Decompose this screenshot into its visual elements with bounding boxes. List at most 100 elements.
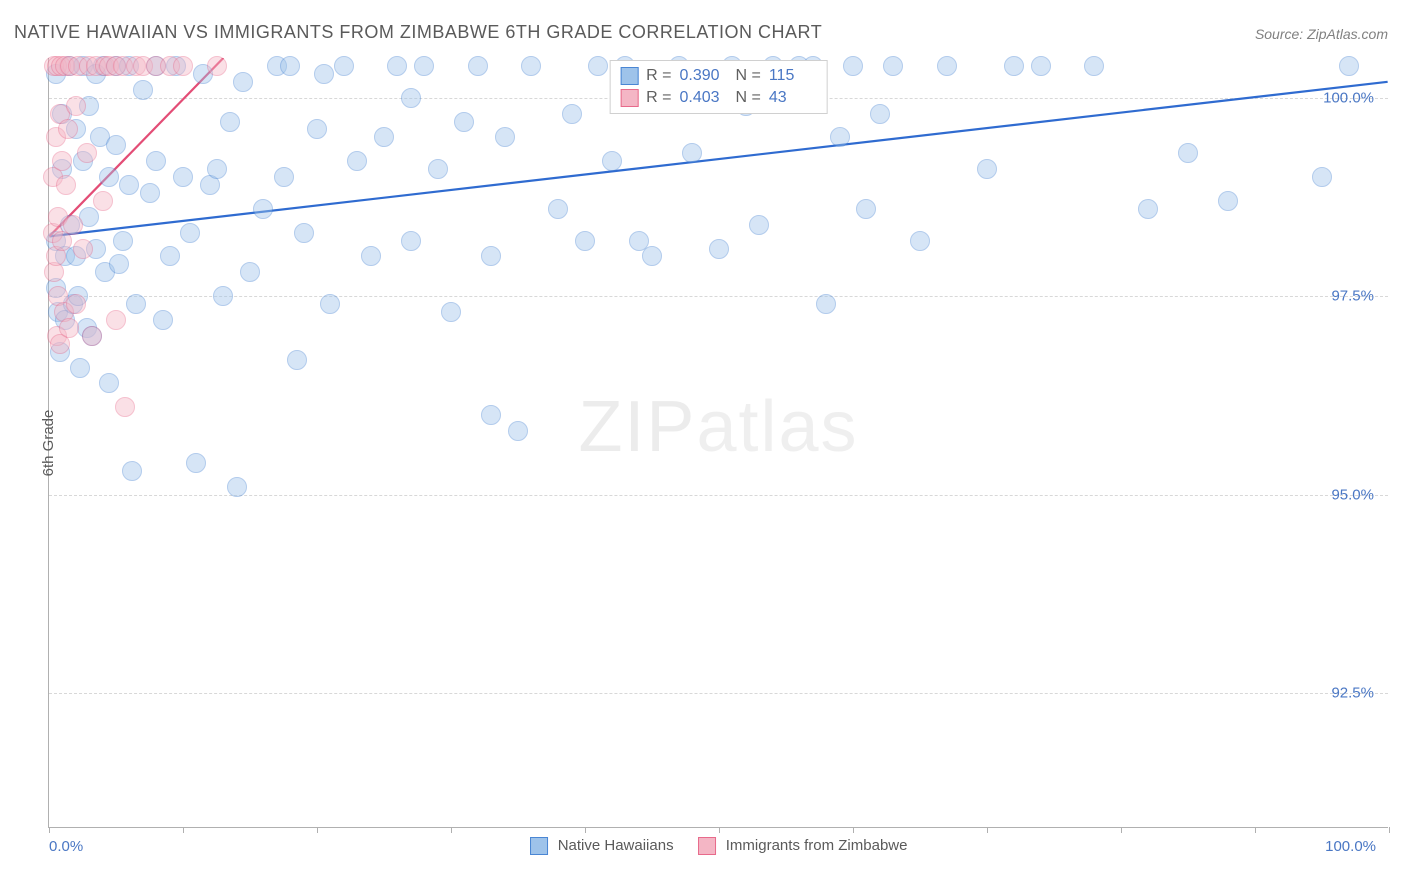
data-marker (521, 56, 541, 76)
xaxis-min-label: 0.0% (49, 838, 83, 855)
data-marker (749, 215, 769, 235)
data-marker (274, 167, 294, 187)
xaxis-max-label: 100.0% (1325, 838, 1376, 855)
data-marker (280, 56, 300, 76)
data-marker (52, 151, 72, 171)
stats-row-series1: R = 0.390 N = 115 (620, 65, 817, 87)
legend-swatch-series1 (530, 837, 548, 855)
yaxis-title: 6th Grade (40, 409, 57, 476)
n-value: 115 (769, 67, 817, 85)
data-marker (481, 405, 501, 425)
data-marker (106, 310, 126, 330)
data-marker (414, 56, 434, 76)
data-marker (830, 127, 850, 147)
xtick (987, 827, 988, 833)
data-marker (401, 231, 421, 251)
data-marker (227, 477, 247, 497)
data-marker (77, 143, 97, 163)
plot-area: ZIPatlas 92.5% 95.0% 97.5% 100.0% R = 0.390… (48, 58, 1388, 828)
xtick (1389, 827, 1390, 833)
data-marker (977, 159, 997, 179)
data-marker (186, 453, 206, 473)
data-marker (1004, 56, 1024, 76)
stats-swatch-series1 (620, 67, 638, 85)
xtick (585, 827, 586, 833)
data-marker (1339, 56, 1359, 76)
xtick (719, 827, 720, 833)
data-marker (287, 350, 307, 370)
data-marker (294, 223, 314, 243)
legend-item-series1: Native Hawaiians (530, 837, 674, 855)
data-marker (495, 127, 515, 147)
r-label: R = (646, 89, 671, 107)
ytick-label: 95.0% (1331, 486, 1374, 503)
xtick (1121, 827, 1122, 833)
data-marker (153, 310, 173, 330)
data-marker (347, 151, 367, 171)
data-marker (709, 239, 729, 259)
data-marker (126, 294, 146, 314)
data-marker (320, 294, 340, 314)
data-marker (401, 88, 421, 108)
data-marker (588, 56, 608, 76)
legend-item-series2: Immigrants from Zimbabwe (698, 837, 908, 855)
data-marker (441, 302, 461, 322)
n-label: N = (736, 89, 761, 107)
data-marker (1218, 191, 1238, 211)
data-marker (1178, 143, 1198, 163)
data-marker (140, 183, 160, 203)
source-attribution: Source: ZipAtlas.com (1255, 26, 1388, 42)
data-marker (59, 318, 79, 338)
data-marker (173, 167, 193, 187)
chart-title: NATIVE HAWAIIAN VS IMMIGRANTS FROM ZIMBA… (14, 22, 822, 43)
data-marker (146, 151, 166, 171)
data-marker (856, 199, 876, 219)
data-marker (160, 246, 180, 266)
data-marker (910, 231, 930, 251)
data-marker (468, 56, 488, 76)
data-marker (66, 294, 86, 314)
r-label: R = (646, 67, 671, 85)
data-marker (66, 96, 86, 116)
data-marker (106, 135, 126, 155)
data-marker (682, 143, 702, 163)
xtick (183, 827, 184, 833)
data-marker (73, 239, 93, 259)
data-marker (883, 56, 903, 76)
r-value: 0.390 (680, 67, 728, 85)
data-marker (122, 461, 142, 481)
data-marker (180, 223, 200, 243)
data-marker (115, 397, 135, 417)
data-marker (1312, 167, 1332, 187)
data-marker (361, 246, 381, 266)
data-marker (481, 246, 501, 266)
data-marker (314, 64, 334, 84)
data-marker (82, 326, 102, 346)
data-marker (642, 246, 662, 266)
data-marker (56, 175, 76, 195)
data-marker (937, 56, 957, 76)
gridline (49, 296, 1388, 297)
data-marker (93, 191, 113, 211)
data-marker (99, 373, 119, 393)
data-marker (334, 56, 354, 76)
gridline (49, 693, 1388, 694)
stats-swatch-series2 (620, 89, 638, 107)
ytick-label: 97.5% (1331, 288, 1374, 305)
trend-lines (49, 58, 1388, 827)
data-marker (387, 56, 407, 76)
xtick (1255, 827, 1256, 833)
ytick-label: 100.0% (1323, 89, 1374, 106)
bottom-legend: Native Hawaiians Immigrants from Zimbabw… (530, 837, 908, 855)
data-marker (58, 119, 78, 139)
xtick (49, 827, 50, 833)
watermark: ZIPatlas (578, 386, 858, 468)
data-marker (113, 231, 133, 251)
stats-box: R = 0.390 N = 115 R = 0.403 N = 43 (609, 60, 828, 114)
data-marker (109, 254, 129, 274)
xtick (317, 827, 318, 833)
data-marker (454, 112, 474, 132)
data-marker (602, 151, 622, 171)
xtick (853, 827, 854, 833)
ytick-label: 92.5% (1331, 685, 1374, 702)
